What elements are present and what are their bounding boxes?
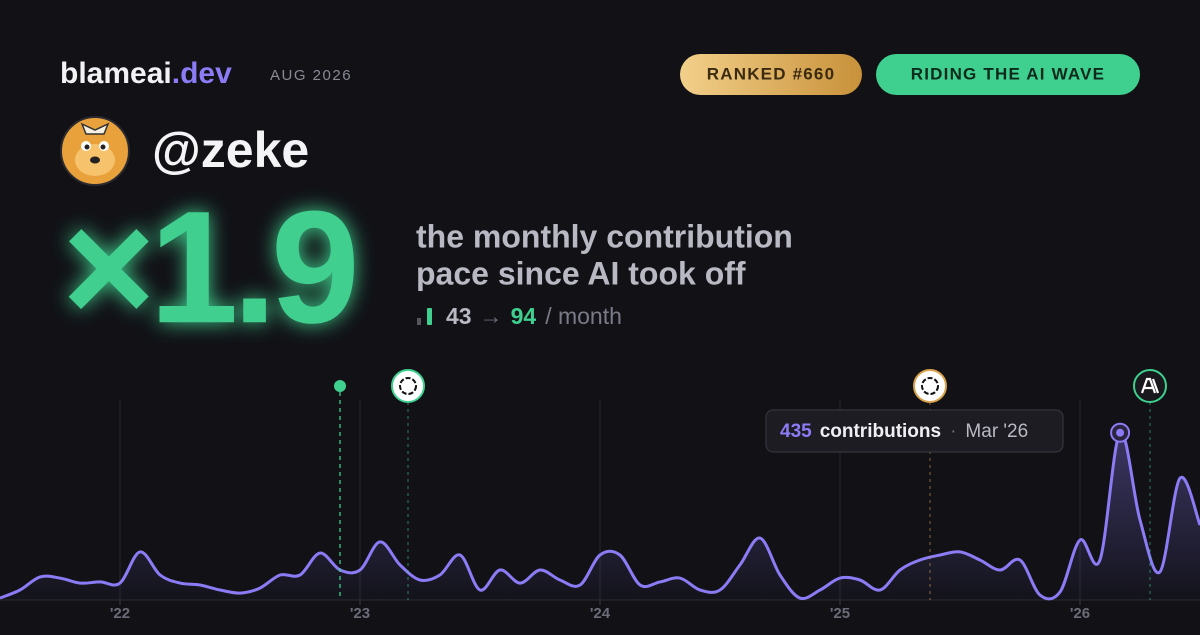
- stat-before: 43: [446, 303, 472, 329]
- tooltip: 435 contributions · Mar '26: [765, 409, 1064, 453]
- event-icon: [1133, 369, 1167, 403]
- brand-name: blameai: [60, 57, 172, 90]
- tooltip-separator: ·: [950, 421, 956, 442]
- stat-arrow: →: [480, 303, 503, 329]
- event-markers: [334, 369, 1167, 600]
- multiplier: ×1.9: [62, 177, 355, 356]
- event-icon-glyph: [921, 377, 939, 395]
- tooltip-date: Mar '26: [965, 421, 1028, 442]
- avatar: [60, 116, 130, 186]
- event-dot: [334, 380, 346, 392]
- event-icon: [913, 369, 947, 403]
- headline-line: pace since AI took off: [416, 255, 746, 291]
- icon-bar: [427, 308, 432, 325]
- icon-bar: [417, 318, 421, 325]
- event-icon-glyph: [399, 377, 417, 395]
- status-badge: RIDING THE AI WAVE: [911, 64, 1105, 83]
- headline-line: the monthly contribution: [416, 218, 793, 254]
- stat-after: 94: [511, 303, 537, 329]
- highlight-point: [1116, 428, 1125, 437]
- x-tick-label: '24: [590, 605, 611, 622]
- tooltip-label: contributions: [820, 421, 941, 442]
- event-icon: [391, 369, 425, 403]
- line-chart: '22 '23 '24 '25 '26: [0, 400, 1200, 622]
- tooltip-box: [765, 409, 1064, 453]
- tooltip-text: 435 contributions · Mar '26: [780, 421, 1028, 442]
- x-tick-label: '23: [350, 605, 370, 622]
- status-pill: [876, 54, 1140, 95]
- tooltip-value: 435: [780, 421, 812, 442]
- user-handle: @zeke: [152, 122, 309, 178]
- rank-badge: RANKED #660: [707, 64, 835, 83]
- x-tick-label: '25: [830, 605, 850, 622]
- brand-date: AUG 2026: [270, 67, 352, 84]
- stat-unit: / month: [545, 303, 622, 329]
- brand-tld: .dev: [172, 57, 232, 90]
- rank-pill: [680, 54, 862, 95]
- x-tick-label: '22: [110, 605, 130, 622]
- stats-line: 43 → 94 / month: [446, 303, 622, 329]
- line: [0, 431, 1200, 601]
- brand: blameai.dev: [60, 57, 232, 90]
- x-tick-label: '26: [1070, 605, 1090, 622]
- event-icon-glyph: [1140, 377, 1160, 394]
